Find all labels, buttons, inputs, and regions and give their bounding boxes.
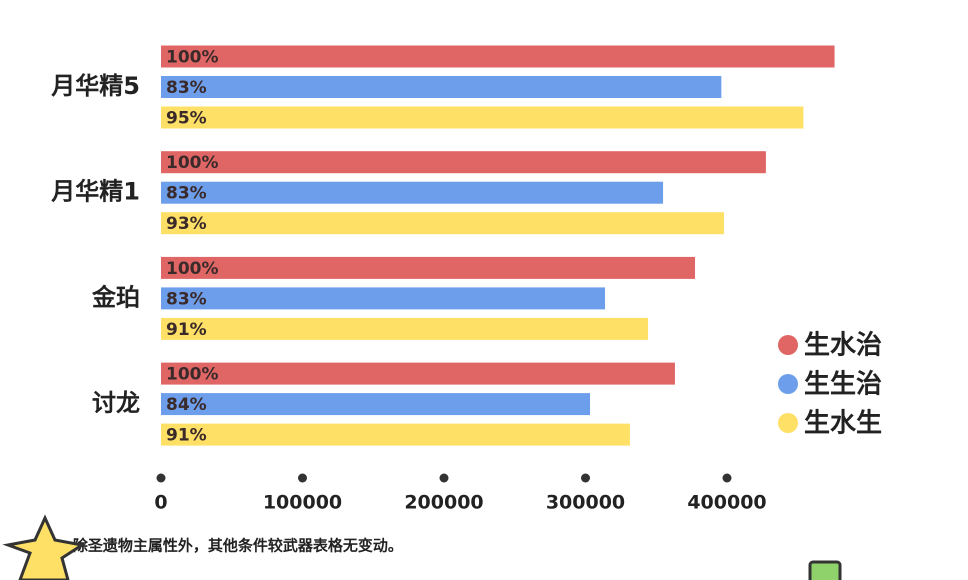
bar — [161, 45, 835, 68]
bar-share-label: 100% — [166, 259, 219, 279]
bar — [161, 181, 664, 204]
tick-dot — [156, 473, 166, 483]
legend-label: 生水治 — [804, 331, 882, 361]
x-tick-label: 300000 — [546, 492, 625, 514]
bar-share-label: 83% — [166, 78, 207, 98]
category-label: 月华精5 — [50, 72, 140, 100]
bar — [161, 256, 696, 279]
bar — [161, 317, 649, 340]
tick-dot — [722, 473, 732, 483]
bar-share-label: 95% — [166, 109, 207, 129]
bar-share-label: 100% — [166, 153, 219, 173]
bar-share-label: 100% — [166, 48, 219, 68]
star-decoration — [2, 514, 86, 580]
tick-dot — [439, 473, 449, 483]
bar — [161, 106, 804, 129]
x-tick-label: 100000 — [263, 492, 342, 514]
bar — [161, 287, 606, 310]
x-tick-label: 400000 — [687, 492, 766, 514]
bar-share-label: 91% — [166, 426, 207, 446]
legend-marker — [778, 413, 798, 433]
tick-dot — [298, 473, 307, 483]
bar-share-label: 83% — [166, 184, 207, 204]
bar — [161, 423, 630, 446]
bar-share-label: 83% — [166, 289, 207, 309]
bar-share-label: 100% — [166, 365, 219, 385]
bar — [161, 362, 675, 385]
bar — [161, 393, 591, 416]
box-decoration — [808, 560, 842, 580]
x-tick-label: 200000 — [404, 492, 483, 514]
legend-marker — [778, 335, 798, 355]
footnote: · 除圣遗物主属性外，其他条件较武器表格无变动。 — [62, 537, 403, 555]
bar — [161, 151, 766, 174]
bar-share-label: 91% — [166, 320, 207, 340]
category-label: 金珀 — [91, 283, 140, 311]
category-label: 讨龙 — [92, 389, 140, 417]
legend-marker — [778, 374, 798, 394]
bar-share-label: 93% — [166, 214, 207, 234]
tick-dot — [581, 473, 590, 483]
bar — [161, 76, 722, 98]
category-label: 月华精1 — [50, 178, 140, 206]
bar — [161, 212, 725, 235]
legend-label: 生生治 — [804, 370, 882, 400]
bar-share-label: 84% — [166, 395, 207, 415]
x-tick-label: 0 — [154, 492, 167, 514]
legend-label: 生水生 — [804, 409, 882, 439]
